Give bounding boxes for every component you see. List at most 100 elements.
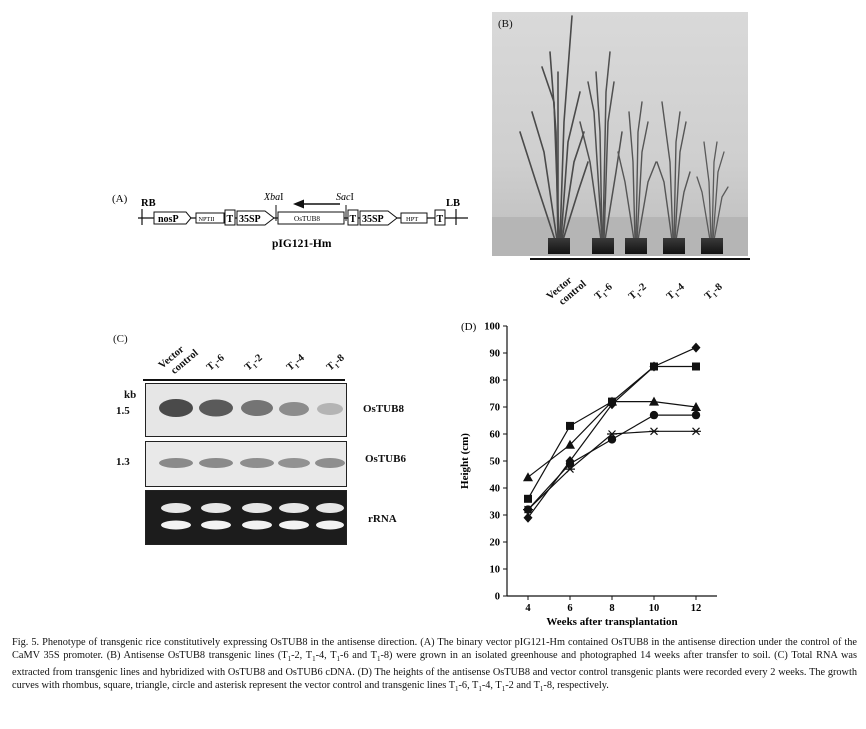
terminator-label-2: T [350,214,357,225]
band-ostub6-1 [159,458,193,468]
35sp-promoter-arrow-2 [359,210,398,226]
panel-b-lane-label-5: T1-8 [703,281,726,303]
size-marker-1: 1.5 [116,405,130,417]
series-line-square [527,365,696,500]
plant-photograph: (B) [492,12,748,256]
panel-c-lane-label-2: T1-6 [205,352,228,374]
y-tick-label: 30 [490,511,501,522]
pot-3 [625,238,647,254]
marker-asterisk [565,465,575,474]
probe-label-ostub8: OsTUB8 [363,403,404,415]
rb-label: RB [141,198,156,209]
marker-circle [565,459,575,468]
series-line-diamond [527,347,697,519]
plant-t1-4 [656,101,691,241]
height-growth-chart: (D) 0 10 20 30 40 50 60 70 80 90 100 4 6 8 10 12 Height… [459,321,717,628]
nptii-box [195,212,225,224]
y-tick-label: 10 [490,565,501,576]
panel-b-lane-label-4: T1-4 [665,281,689,304]
hpt-box [400,212,428,224]
terminator-box-2 [347,209,359,226]
panel-d-label: (D) [461,321,477,333]
y-tick-label: 50 [490,457,501,468]
marker-circle [691,410,701,420]
marker-triangle [523,472,533,482]
vector-name: pIG121-Hm [272,238,332,250]
y-tick-label: 100 [484,322,500,333]
band-ostub8-4 [279,402,309,416]
band-ostub6-3 [240,458,274,468]
band-ostub6-5 [315,458,345,468]
y-tick-label: 80 [490,376,501,387]
marker-diamond [691,342,701,353]
pot-1 [548,238,570,254]
xbai-label: XbaI [263,192,283,203]
pot-4 [663,238,685,254]
marker-square [692,362,700,371]
marker-circle [607,435,617,444]
x-tick-label: 6 [567,603,572,614]
marker-asterisk [691,427,701,436]
band-ostub8-2 [199,399,233,417]
35sp-promoter-arrow-1 [236,210,275,226]
panel-c-lane-label-4: T1-4 [285,352,309,375]
x-tick-label: 12 [691,603,702,614]
x-axis-title: Weeks after transplantation [546,616,677,628]
plant-photo-drawing: (B) [492,15,748,256]
blot-ostub8 [145,383,347,437]
marker-square [566,421,574,430]
rrna-lower-bands [161,520,344,530]
x-tick-label: 8 [609,603,614,614]
band-ostub6-4 [278,458,310,468]
panel-b-lane-label-3: T1-2 [627,281,650,303]
panel-b-lane-rule [530,258,750,260]
kb-label: kb [124,389,137,401]
band-ostub8-5 [317,403,343,415]
35sp-label-1: 35SP [239,214,261,225]
chart-axes: 0 10 20 30 40 50 60 70 80 90 100 4 6 8 10 12 [484,322,717,614]
marker-triangle [607,396,617,406]
probe-label-rrna: rRNA [368,513,397,525]
panel-c-lane-labels: Vectorcontrol T1-6 T1-2 T1-4 T1-8 [157,338,348,380]
blot-rrna-bands [161,503,344,530]
marker-asterisk [649,427,659,436]
ostub8-insert-label: OsTUB8 [294,215,320,223]
panel-c-lane-label-5: T1-8 [325,352,348,374]
plant-t1-8 [696,141,729,241]
plant-vector-control [519,15,589,241]
hpt-label: HPT [406,216,418,223]
plant-t1-2 [617,101,657,241]
marker-square [524,494,532,503]
panel-c-lane-label-3: T1-2 [243,352,266,374]
nptii-label: NPTII [199,216,215,223]
band-ostub8-1 [159,399,193,417]
terminator-box-3 [434,209,446,226]
marker-triangle [691,402,701,411]
y-axis-title: Height (cm) [459,433,471,489]
panel-a-label: (A) [112,193,128,205]
ostub8-insert-box [277,211,345,225]
marker-asterisk [523,505,533,514]
terminator-label-3: T [437,214,444,225]
panel-b-lane-label-2: T1-6 [593,281,616,303]
figure-caption: Fig. 5. Phenotype of transgenic rice con… [12,637,857,694]
antisense-arrow-head [293,199,304,209]
x-tick-label: 10 [649,603,660,614]
x-tick-label: 4 [525,603,531,614]
terminator-box-1 [224,209,236,226]
panel-c-lane-label-1: Vectorcontrol [157,338,201,380]
blot-ostub6-bands [159,458,345,468]
y-tick-label: 40 [490,484,501,495]
blot-ostub6 [145,441,347,487]
chart-series [523,342,701,523]
panel-c-lane-rule [143,379,345,381]
terminator-label-1: T [227,214,234,225]
series-line-circle [527,414,696,511]
blot-rrna [145,490,347,545]
nosp-label: nosP [158,214,179,225]
band-ostub8-3 [241,400,273,416]
nosp-promoter-arrow [153,211,192,225]
rrna-upper-bands [161,503,344,513]
y-tick-label: 20 [490,538,501,549]
panel-b-lane-labels: Vectorcontrol T1-6 T1-2 T1-4 T1-8 [545,275,726,308]
